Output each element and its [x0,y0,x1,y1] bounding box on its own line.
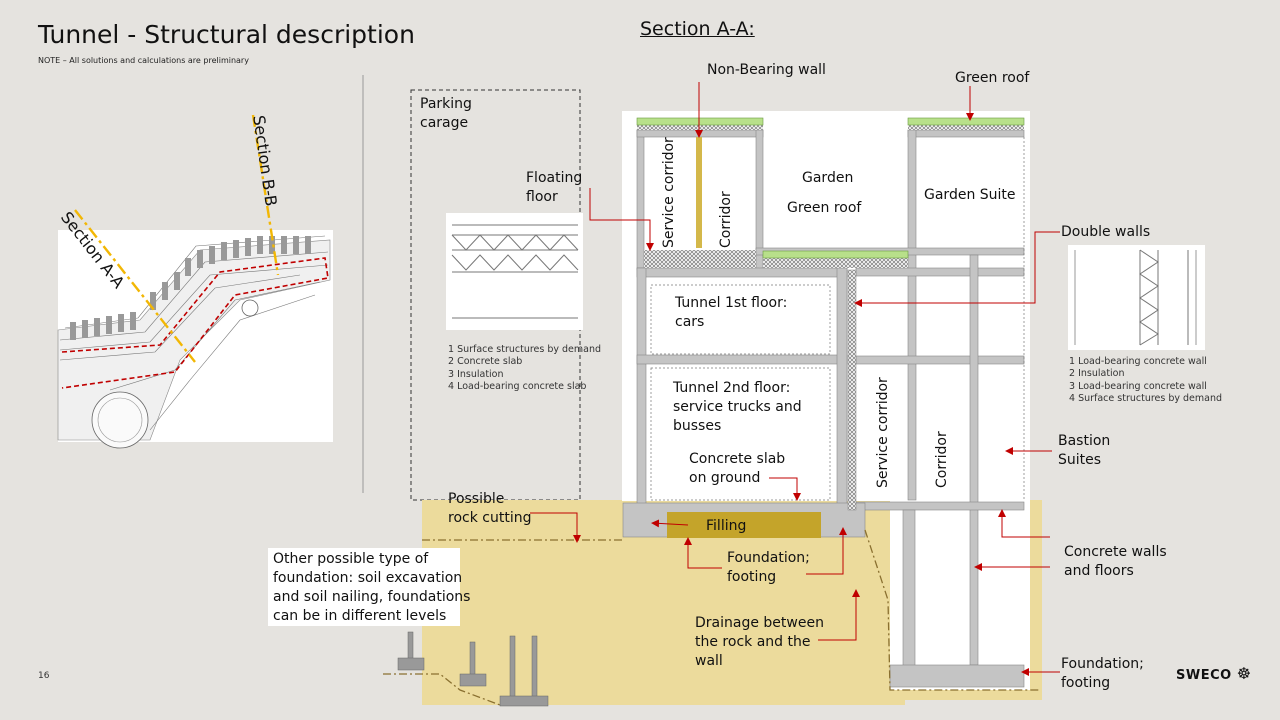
floating-floor-detail [446,213,583,330]
floating-floor-label-2: floor [526,189,558,205]
green-roof-top-label: Green roof [955,70,1030,86]
bastion-label-2: Suites [1058,452,1102,468]
logo-icon: ☸ [1236,664,1252,683]
garden-label: Garden [802,170,854,186]
concrete-walls-label-1: Concrete walls [1064,544,1167,560]
parking-legend-4: 4 Load-bearing concrete slab [448,381,587,392]
other-foundation-label-4: can be in different levels [273,608,447,624]
double-wall-detail [1068,245,1205,350]
rock-cutting-label-1: Possible [448,491,505,507]
rock-cutting-label-2: rock cutting [448,510,532,526]
structure-bg [622,111,1030,501]
tunnel-1st-label-1: Tunnel 1st floor: [675,295,788,311]
foundation-right-label-2: footing [1061,675,1111,691]
parking-legend-1: 1 Surface structures by demand [448,344,602,355]
parking-legend-3: 3 Insulation [448,369,504,380]
service-corridor-upper-label: Service corridor [661,137,677,248]
garden-suite-label: Garden Suite [924,187,1016,203]
parking-label-1: Parking [420,96,472,112]
service-corridor-lower-label: Service corridor [875,377,891,488]
tunnel-2nd-label-1: Tunnel 2nd floor: [673,380,791,396]
non-bearing-wall-label: Non-Bearing wall [707,62,826,78]
wall-legend-4: 4 Surface structures by demand [1069,393,1223,404]
foundation-mid-label-1: Foundation; [727,550,810,566]
note-text: NOTE – All solutions and calculations ar… [38,56,249,65]
section-title: Section A-A: [640,18,755,40]
other-foundation-label-2: foundation: soil excavation [273,570,463,586]
wall-legend-3: 3 Load-bearing concrete wall [1069,381,1207,392]
green-roof-mid-label: Green roof [787,200,862,216]
site-map [57,114,333,449]
parking-legend-2: 2 Concrete slab [448,356,523,367]
foundation-examples [397,631,549,707]
page-number: 16 [38,671,50,681]
wall-legend-2: 2 Insulation [1069,368,1125,379]
tunnel-1st-label-2: cars [675,314,705,330]
insulation [637,124,1024,268]
foundation-mid-label-2: footing [727,569,777,585]
filling-label: Filling [706,518,747,534]
rock-line [422,529,1040,691]
bastion-label-1: Bastion [1058,433,1111,449]
concrete-slab-label-2: on ground [689,470,761,486]
sweco-logo: SWECO ☸ [1176,664,1252,683]
other-foundation-label-1: Other possible type of [273,551,429,567]
concrete-walls-label-2: and floors [1064,563,1134,579]
drainage-label-2: the rock and the [695,634,811,650]
non-bearing-wall [696,137,702,248]
page-title: Tunnel - Structural description [38,20,415,49]
double-walls-label: Double walls [1061,224,1151,240]
drainage-label-1: Drainage between [695,615,824,631]
parking-label-2: carage [420,115,469,131]
drainage-label-3: wall [695,653,723,669]
tunnel-2nd-label-3: busses [673,418,722,434]
floating-floor-label-1: Floating [526,170,583,186]
logo-text: SWECO [1176,668,1232,683]
foundation-right-label-1: Foundation; [1061,656,1144,672]
tunnel-2nd-label-2: service trucks and [673,399,802,415]
corridor-lower-label: Corridor [934,431,950,488]
filling [667,512,821,538]
other-foundation-label-3: and soil nailing, foundations [273,589,471,605]
corridor-upper-label: Corridor [718,191,734,248]
callouts [530,82,1060,676]
concrete-slab-label-1: Concrete slab [689,451,786,467]
wall-legend-1: 1 Load-bearing concrete wall [1069,356,1207,367]
